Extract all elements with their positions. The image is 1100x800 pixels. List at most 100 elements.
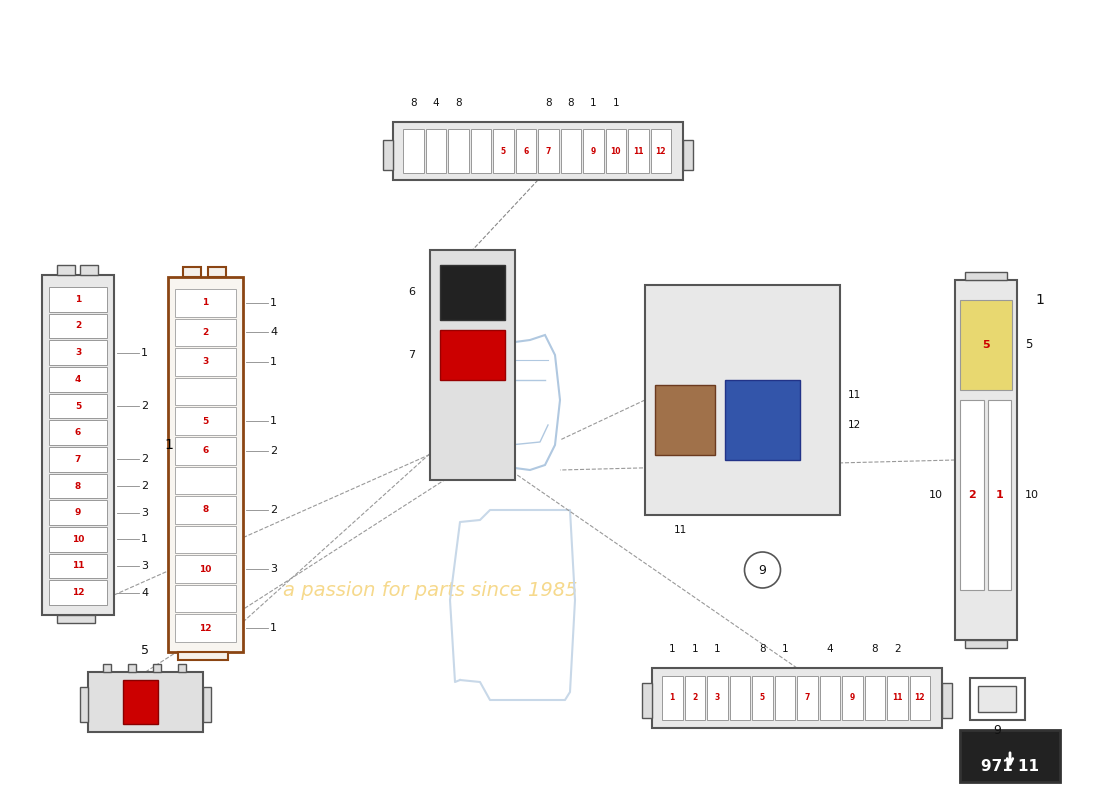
Text: 1: 1 [141, 348, 149, 358]
Bar [383, 140, 393, 170]
Text: 3: 3 [715, 694, 719, 702]
Bar [820, 676, 840, 720]
Bar [50, 420, 107, 445]
Text: 10: 10 [610, 146, 621, 155]
Text: 2: 2 [968, 490, 976, 500]
Text: 1: 1 [202, 298, 209, 307]
Text: 2: 2 [692, 694, 697, 702]
Bar [50, 367, 107, 392]
Bar [57, 615, 95, 623]
Bar [57, 265, 75, 275]
Bar [50, 554, 107, 578]
Text: 3: 3 [202, 358, 209, 366]
Text: 11: 11 [632, 146, 644, 155]
Text: 8: 8 [202, 506, 209, 514]
Bar [50, 580, 107, 605]
Bar [960, 730, 1060, 782]
Bar [978, 686, 1016, 712]
Text: 2: 2 [141, 481, 149, 491]
Bar [175, 496, 236, 524]
Bar [960, 400, 983, 590]
Bar [403, 129, 424, 173]
Text: 8: 8 [544, 98, 551, 108]
Text: 9: 9 [75, 508, 81, 517]
Bar [662, 676, 682, 720]
Text: 2: 2 [270, 505, 277, 515]
Bar [774, 676, 795, 720]
Text: 6: 6 [408, 287, 415, 297]
Bar [538, 129, 559, 173]
Text: 5: 5 [1025, 338, 1033, 351]
Bar [204, 687, 211, 722]
Bar [430, 250, 515, 480]
Bar [50, 527, 107, 552]
Text: 1: 1 [270, 298, 277, 308]
Text: 11: 11 [673, 525, 686, 535]
Text: 7: 7 [804, 694, 810, 702]
Bar [178, 652, 228, 660]
Text: 3: 3 [270, 564, 277, 574]
Text: 4: 4 [75, 375, 81, 384]
Text: 2: 2 [894, 644, 901, 654]
Bar [175, 437, 236, 465]
Bar [168, 277, 243, 652]
Bar [729, 676, 750, 720]
Text: 4: 4 [270, 327, 277, 338]
Bar [684, 676, 705, 720]
Text: 11: 11 [848, 390, 861, 400]
Text: 3: 3 [75, 348, 81, 357]
Bar [965, 272, 1007, 280]
Bar [842, 676, 862, 720]
Bar [752, 676, 772, 720]
Bar [183, 267, 201, 277]
Text: 1: 1 [270, 416, 277, 426]
Bar [175, 555, 236, 583]
Text: 8: 8 [871, 644, 878, 654]
Text: 1: 1 [996, 490, 1003, 500]
Text: 1: 1 [1035, 293, 1044, 307]
Text: 1: 1 [270, 623, 277, 634]
Bar [910, 676, 930, 720]
Bar [605, 129, 626, 173]
Bar [645, 285, 840, 515]
Bar [493, 129, 514, 173]
Bar [887, 676, 907, 720]
Text: 12: 12 [656, 146, 666, 155]
Bar [123, 680, 158, 724]
Text: 5: 5 [75, 402, 81, 410]
Text: 1: 1 [670, 694, 675, 702]
Bar [798, 676, 817, 720]
Bar [583, 129, 604, 173]
Bar [652, 668, 942, 728]
Bar [707, 676, 727, 720]
Text: 11: 11 [892, 694, 902, 702]
Bar [175, 407, 236, 435]
Bar [50, 314, 107, 338]
Bar [683, 140, 693, 170]
Bar [175, 614, 236, 642]
Text: 9: 9 [759, 563, 767, 577]
Text: 8: 8 [759, 644, 766, 654]
Bar [440, 265, 505, 320]
Text: 7: 7 [408, 350, 415, 360]
Text: 10: 10 [930, 490, 943, 500]
Bar [80, 265, 98, 275]
Bar [393, 122, 683, 180]
Text: 2: 2 [202, 328, 209, 337]
Text: 12: 12 [199, 624, 211, 633]
Text: 1: 1 [692, 644, 698, 654]
Circle shape [745, 552, 781, 588]
Bar [426, 129, 446, 173]
Bar [561, 129, 581, 173]
Text: 3: 3 [141, 561, 149, 571]
Bar [175, 466, 236, 494]
Text: 10: 10 [199, 565, 211, 574]
Text: 8: 8 [568, 98, 574, 108]
Bar [965, 640, 1007, 648]
Text: 1: 1 [270, 357, 277, 367]
Bar [50, 340, 107, 365]
Bar [175, 289, 236, 317]
Text: 1: 1 [75, 295, 81, 304]
Text: 1: 1 [590, 98, 596, 108]
Bar [88, 672, 204, 732]
